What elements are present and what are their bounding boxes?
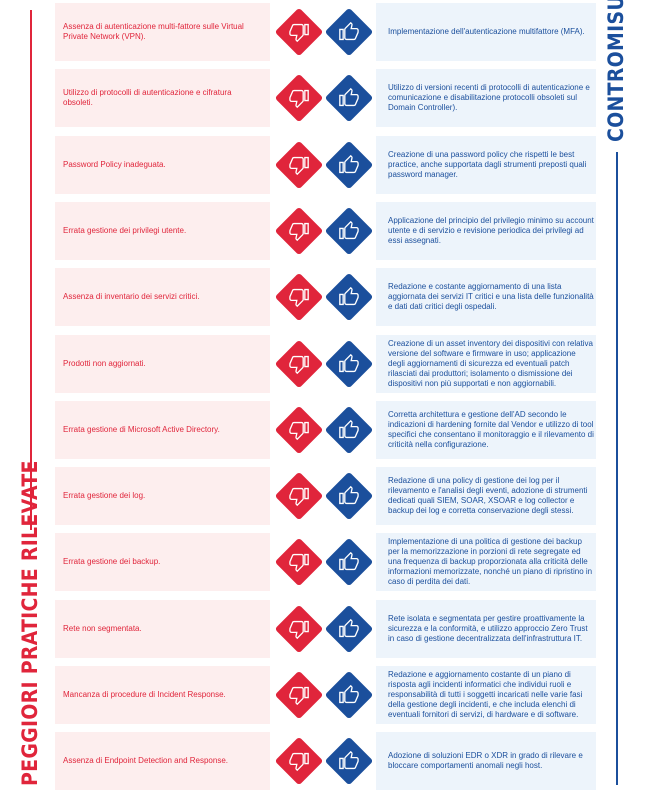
problem: Rete non segmentata. (55, 599, 270, 658)
thumb-up-icon (324, 471, 374, 521)
thumb-down-icon (274, 537, 324, 587)
thumb-up-icon (324, 604, 374, 654)
left-line (30, 10, 32, 530)
problem: Assenza di autenticazione multi-fattore … (55, 3, 270, 61)
thumb-down-icon (274, 471, 324, 521)
thumb-down-icon (274, 670, 324, 720)
countermeasure: Redazione e aggiornamento costante di un… (376, 666, 596, 724)
countermeasure: Utilizzo di versioni recenti di protocol… (376, 69, 596, 128)
thumb-up-icon (324, 7, 374, 57)
left-title: PEGGIORI PRATICHE RILEVATE (18, 460, 42, 786)
countermeasure: Creazione di una password policy che ris… (376, 135, 596, 194)
thumb-down-icon (274, 405, 324, 455)
thumb-up-icon (324, 206, 374, 256)
problem: Prodotti non aggiornati. (55, 334, 270, 393)
thumb-down-icon (274, 736, 324, 786)
right-title: CONTROMISURE (604, 0, 628, 142)
thumb-down-icon (274, 7, 324, 57)
countermeasure: Redazione di una policy di gestione dei … (376, 467, 596, 526)
problem: Assenza di Endpoint Detection and Respon… (55, 732, 270, 791)
thumb-up-icon (324, 338, 374, 389)
thumb-up-icon (324, 405, 374, 455)
thumb-down-icon (274, 140, 324, 190)
thumb-down-icon (274, 604, 324, 654)
thumb-up-icon (324, 537, 374, 587)
thumb-up-icon (324, 73, 374, 123)
countermeasure: Corretta architettura e gestione dell'AD… (376, 400, 596, 459)
problem: Errata gestione dei backup. (55, 533, 270, 592)
thumb-up-icon (324, 736, 374, 786)
problem: Utilizzo di protocolli di autenticazione… (55, 69, 270, 128)
thumb-down-icon (274, 338, 324, 389)
countermeasure: Applicazione del principio del privilegi… (376, 201, 596, 260)
countermeasure: Rete isolata e segmentata per gestire pr… (376, 599, 596, 658)
thumb-down-icon (274, 206, 324, 256)
problem: Password Policy inadeguata. (55, 135, 270, 194)
problem: Errata gestione di Microsoft Active Dire… (55, 400, 270, 459)
thumb-down-icon (274, 73, 324, 123)
thumb-up-icon (324, 272, 374, 322)
problem: Mancanza di procedure di Incident Respon… (55, 666, 270, 724)
countermeasure: Creazione di un asset inventory dei disp… (376, 334, 596, 393)
thumb-down-icon (274, 272, 324, 322)
countermeasure: Implementazione di una politica di gesti… (376, 533, 596, 592)
countermeasure: Implementazione dell'autenticazione mult… (376, 3, 596, 61)
problem: Errata gestione dei privilegi utente. (55, 201, 270, 260)
countermeasure: Redazione e costante aggiornamento di un… (376, 268, 596, 327)
problem: Errata gestione dei log. (55, 467, 270, 526)
countermeasure: Adozione di soluzioni EDR o XDR in grado… (376, 732, 596, 791)
thumb-up-icon (324, 140, 374, 190)
problem: Assenza di inventario dei servizi critic… (55, 268, 270, 327)
thumb-up-icon (324, 670, 374, 720)
right-line (616, 152, 618, 785)
